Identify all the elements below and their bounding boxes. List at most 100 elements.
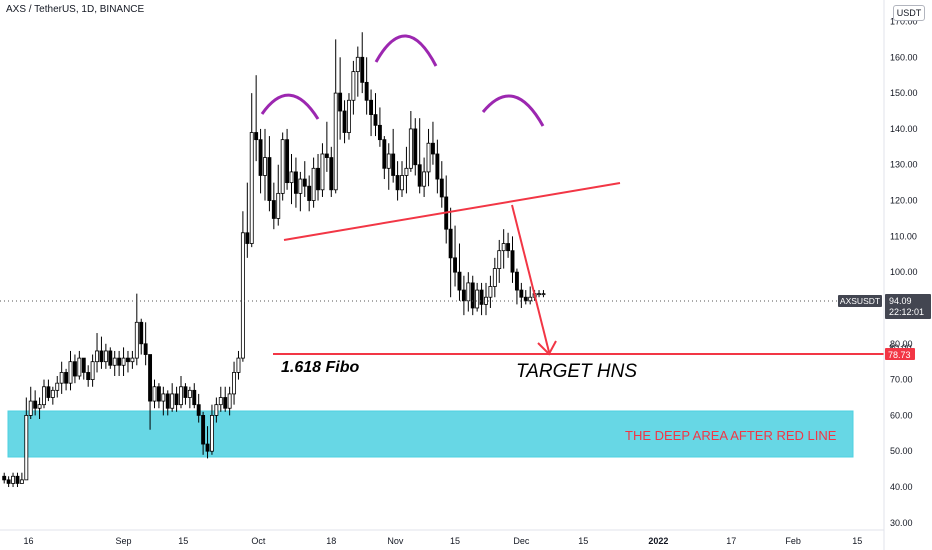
candle [271,200,276,219]
candle [329,157,334,191]
candle [28,400,33,416]
candle [431,142,435,155]
zone-label: THE DEEP AREA AFTER RED LINE [625,428,837,443]
candle [134,321,139,359]
candle [408,128,413,169]
candle [2,475,7,481]
candle [232,372,236,395]
candle [46,386,51,398]
candle [196,404,201,416]
candle [86,372,91,380]
candle [364,81,369,101]
candle [165,393,170,409]
candle [461,289,466,302]
candle [126,357,130,363]
candle [492,268,497,287]
candle [404,167,409,176]
candle [33,400,38,409]
candle [386,153,391,169]
candle [90,361,95,380]
candle [258,139,263,176]
candle [382,139,387,169]
countdown-text: 22:12:01 [889,307,924,317]
candle [11,475,15,484]
right-shoulder-arc [481,94,545,127]
price-tick-label: 120.00 [890,196,918,206]
candle [245,232,250,244]
price-tick-label: 100.00 [890,267,918,277]
candle [108,350,113,366]
candle [77,357,82,377]
candle [453,257,457,273]
price-tick-label: 140.00 [890,124,918,134]
candle [413,128,418,166]
candle [298,178,303,194]
target-arrow-shaft [511,204,550,353]
candle [541,293,546,296]
candle [42,386,46,406]
candle [289,171,294,184]
candle [112,357,117,366]
candle [351,71,356,101]
candle [355,56,360,73]
candle [218,397,223,406]
candle [267,157,272,201]
fibo-price-text: 78.73 [888,350,911,360]
candle [170,393,175,409]
time-tick-label: 2022 [648,536,668,546]
candle [240,232,245,359]
candle [307,185,312,201]
candle [223,397,228,409]
candle [475,289,480,309]
price-tick-label: 70.00 [890,375,913,385]
time-tick-label: 15 [578,536,588,546]
time-tick-label: 15 [178,536,188,546]
candle [174,393,179,406]
currency-button[interactable]: USDT [893,5,925,21]
price-tick-label: 110.00 [890,231,917,241]
candle [311,167,316,201]
price-tick-label: 150.00 [890,88,918,98]
price-tick-label: 170.00 [890,16,918,26]
chart-title: AXS / TetherUS, 1D, BINANCE [6,4,145,15]
fibo-price-tag [885,348,915,360]
candle [139,321,144,345]
candle [347,99,351,133]
candle [59,372,64,384]
candle [15,475,20,484]
time-tick-label: 18 [326,536,336,546]
candle [426,142,431,173]
candle [117,357,122,366]
candle [377,124,382,141]
candle [488,286,493,298]
candle [391,153,396,176]
candle [72,361,77,377]
head-arc [374,34,438,67]
price-axis-panel[interactable] [884,0,932,550]
candle [179,386,183,406]
candle [152,386,157,402]
candle [161,393,166,402]
price-tick-label: 50.00 [890,446,913,456]
time-tick-label: 15 [852,536,862,546]
candle [192,389,197,406]
candle [227,393,232,409]
candle [64,372,69,384]
candle [19,479,24,484]
candle [130,357,135,363]
time-axis-labels: 16 Sep 15 Oct 18 Nov 15 Dec 15 2022 17 Feb 15 [24,536,863,546]
time-tick-label: 15 [450,536,460,546]
candle [68,361,73,384]
candle [360,56,365,83]
candle [470,282,475,309]
target-label: TARGET HNS [516,361,637,382]
candle [457,271,462,291]
candle [369,99,374,115]
candle [205,443,210,452]
candle [333,92,338,191]
neckline [283,182,621,241]
candle [187,389,192,398]
candle [148,354,153,402]
candle [519,289,524,298]
